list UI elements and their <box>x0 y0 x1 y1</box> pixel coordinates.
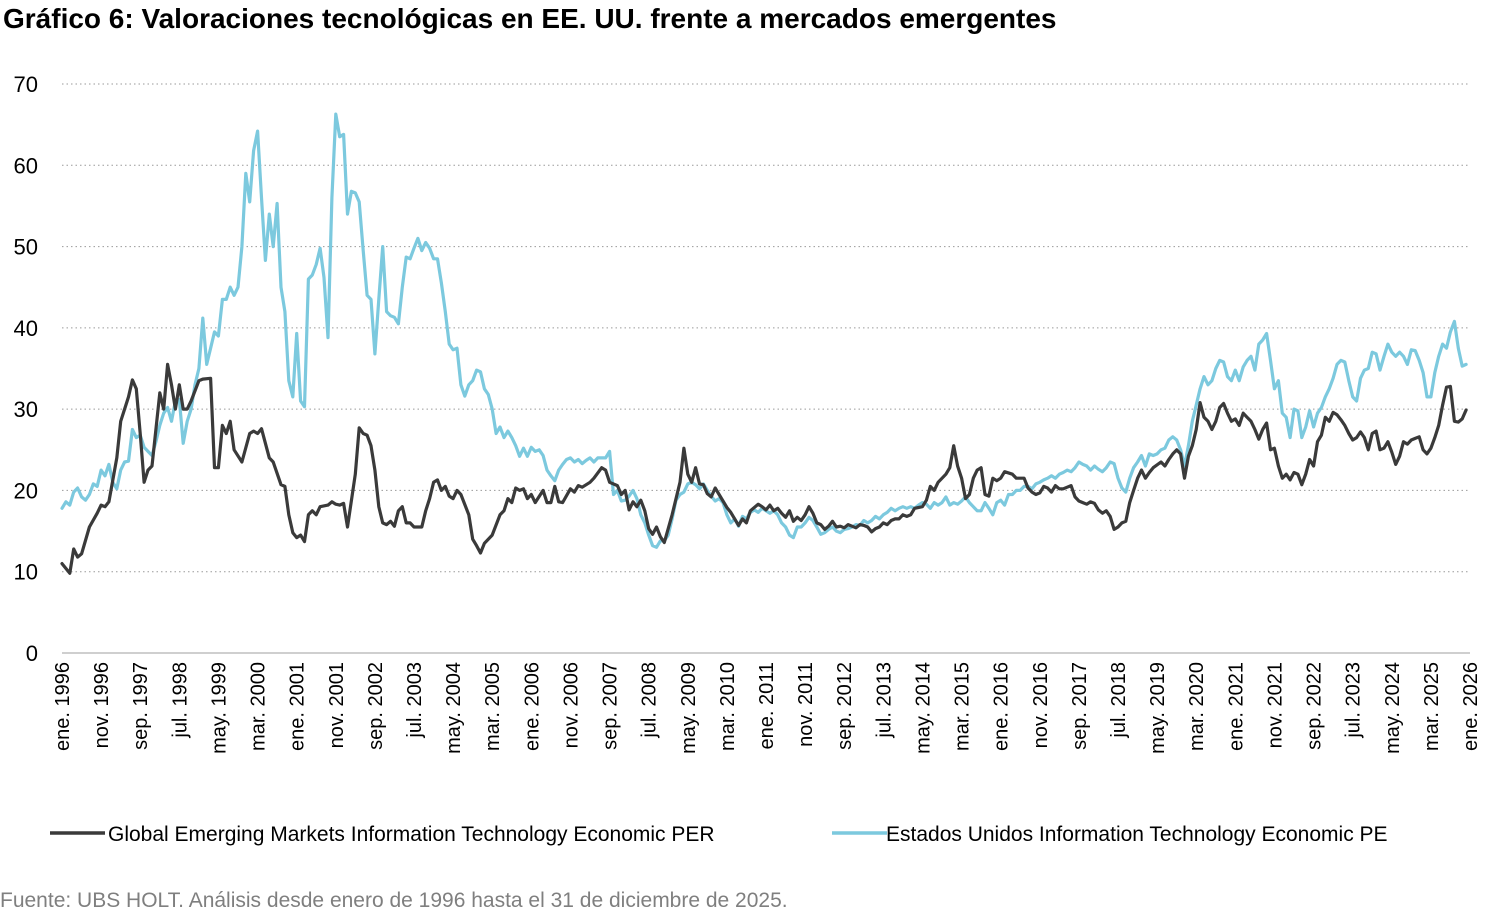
x-tick-label: sep. 2007 <box>600 662 622 750</box>
x-tick-label: may. 1999 <box>208 662 230 754</box>
x-tick-label: mar. 2010 <box>717 662 739 751</box>
x-tick-label: sep. 1997 <box>130 662 152 750</box>
y-tick-label: 10 <box>14 560 38 585</box>
x-tick-label: ene. 2021 <box>1225 662 1247 751</box>
x-tick-label: nov. 2016 <box>1030 662 1052 748</box>
x-tick-label: may. 2014 <box>912 662 934 754</box>
legend: Global Emerging Markets Information Tech… <box>50 823 1388 846</box>
y-tick-label: 30 <box>14 397 38 422</box>
x-tick-label: sep. 2022 <box>1304 662 1326 750</box>
series-line <box>60 112 1468 549</box>
x-tick-label: may. 2009 <box>678 662 700 754</box>
x-tick-label: ene. 2026 <box>1460 662 1482 751</box>
x-tick-label: jul. 2023 <box>1343 662 1365 739</box>
x-tick-label: sep. 2017 <box>1069 662 1091 750</box>
x-tick-label: nov. 2021 <box>1264 662 1286 748</box>
x-tick-label: sep. 2002 <box>365 662 387 750</box>
series-lines <box>60 112 1468 575</box>
x-tick-label: nov. 2006 <box>560 662 582 748</box>
legend-label: Global Emerging Markets Information Tech… <box>108 823 715 846</box>
x-tick-label: jul. 2008 <box>639 662 661 739</box>
y-axis-ticks: 0 10 20 30 40 50 60 70 <box>14 72 38 666</box>
series-line <box>60 362 1468 575</box>
y-tick-label: 0 <box>26 641 38 666</box>
x-tick-label: ene. 2006 <box>521 662 543 751</box>
y-tick-label: 50 <box>14 235 38 260</box>
legend-label: Estados Unidos Information Technology Ec… <box>886 823 1388 846</box>
x-tick-label: nov. 2011 <box>795 662 817 747</box>
x-tick-label: nov. 1996 <box>91 662 113 748</box>
y-tick-label: 40 <box>14 316 38 341</box>
x-tick-label: mar. 2005 <box>482 662 504 751</box>
x-tick-label: jul. 2003 <box>404 662 426 739</box>
y-tick-label: 20 <box>14 478 38 503</box>
x-axis-ticks: ene. 1996 nov. 1996 sep. 1997 jul. 1998 may.… <box>52 662 1482 754</box>
x-tick-label: jul. 1998 <box>169 662 191 739</box>
chart-title: Gráfico 6: Valoraciones tecnológicas en … <box>3 3 1057 34</box>
source-note: Fuente: UBS HOLT. Análisis desde enero d… <box>0 889 788 912</box>
x-tick-label: nov. 2001 <box>326 662 348 748</box>
x-tick-label: jul. 2018 <box>1108 662 1130 739</box>
x-tick-label: mar. 2025 <box>1421 662 1443 751</box>
x-tick-label: may. 2024 <box>1382 662 1404 754</box>
x-tick-label: may. 2019 <box>1147 662 1169 754</box>
x-tick-label: may. 2004 <box>443 662 465 754</box>
x-tick-label: ene. 1996 <box>52 662 74 751</box>
x-tick-label: mar. 2020 <box>1186 662 1208 751</box>
x-tick-label: ene. 2016 <box>991 662 1013 751</box>
x-tick-label: jul. 2013 <box>873 662 895 739</box>
x-tick-label: ene. 2011 <box>756 662 778 750</box>
gridlines <box>62 83 1470 573</box>
x-tick-label: sep. 2012 <box>834 662 856 750</box>
x-tick-label: mar. 2000 <box>248 662 270 751</box>
y-tick-label: 70 <box>14 72 38 97</box>
x-tick-label: mar. 2015 <box>952 662 974 751</box>
x-tick-label: ene. 2001 <box>287 662 309 751</box>
y-tick-label: 60 <box>14 153 38 178</box>
